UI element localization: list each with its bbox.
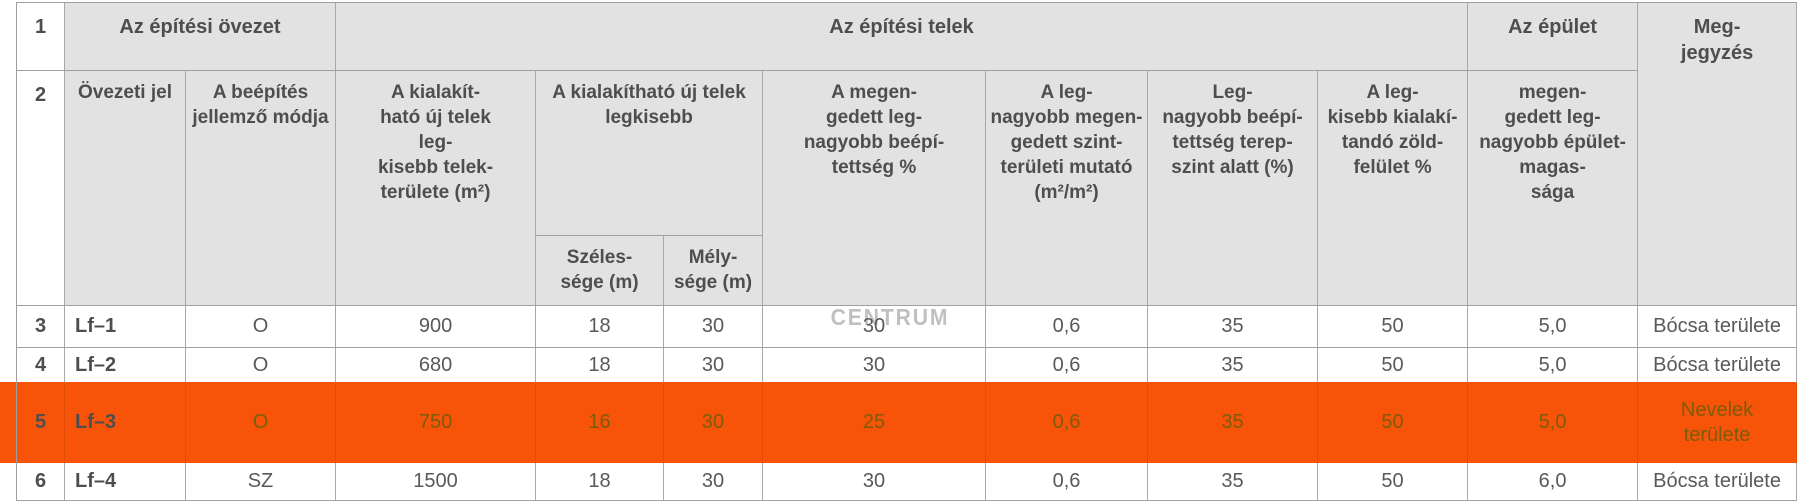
cell-development-mode: SZ bbox=[186, 463, 337, 501]
cell-row-number: 6 bbox=[17, 463, 65, 501]
cell-min-green-surface: 50 bbox=[1318, 348, 1469, 383]
cell-width: 18 bbox=[536, 306, 665, 348]
cell-development-mode: O bbox=[186, 306, 337, 348]
header-row1-number: 1 bbox=[17, 3, 65, 71]
table-row-highlighted: 5 Lf–3 O 750 16 30 25 0,6 35 50 5,0 Neve… bbox=[17, 383, 1798, 463]
cell-depth: 30 bbox=[664, 383, 764, 463]
cell-remark: Nevelek területe bbox=[1638, 383, 1798, 463]
cell-max-building-height: 5,0 bbox=[1468, 306, 1639, 348]
header-group-building: Az épület bbox=[1468, 3, 1639, 71]
header-col-min-plot-area: A kialakít- ható új telek leg- kisebb te… bbox=[336, 71, 537, 306]
cell-min-plot-area: 680 bbox=[336, 348, 537, 383]
cell-remark: Bócsa területe bbox=[1638, 348, 1798, 383]
cell-floor-area-ratio: 0,6 bbox=[986, 383, 1149, 463]
header-col-depth: Mély- sége (m) bbox=[664, 236, 764, 306]
cell-max-coverage: 30 bbox=[763, 306, 987, 348]
cell-underground-coverage: 35 bbox=[1148, 306, 1319, 348]
cell-row-number: 3 bbox=[17, 306, 65, 348]
cell-depth: 30 bbox=[664, 348, 764, 383]
cell-zone-code: Lf–1 bbox=[65, 306, 186, 348]
cell-max-building-height: 6,0 bbox=[1468, 463, 1639, 501]
table-row: 3 Lf–1 O 900 18 30 30 0,6 35 50 5,0 Bócs… bbox=[17, 306, 1798, 348]
cell-zone-code: Lf–3 bbox=[65, 383, 186, 463]
header-row-2b: Széles- sége (m) Mély- sége (m) bbox=[17, 236, 1797, 306]
cell-underground-coverage: 35 bbox=[1148, 463, 1319, 501]
cell-width: 16 bbox=[536, 383, 665, 463]
cell-remark: Bócsa területe bbox=[1638, 306, 1798, 348]
header-col-max-coverage: A megen- gedett leg- nagyobb beépí- tett… bbox=[763, 71, 987, 306]
header-row-2: 2 Övezeti jel A beépítés jellemző módja … bbox=[17, 71, 1797, 306]
cell-min-green-surface: 50 bbox=[1318, 463, 1469, 501]
cell-floor-area-ratio: 0,6 bbox=[986, 306, 1149, 348]
cell-depth: 30 bbox=[664, 306, 764, 348]
table-row: 4 Lf–2 O 680 18 30 30 0,6 35 50 5,0 Bócs… bbox=[17, 348, 1798, 383]
cell-depth: 30 bbox=[664, 463, 764, 501]
header-row2-number: 2 bbox=[17, 71, 65, 306]
header-col-development-mode: A beépítés jellemző módja bbox=[186, 71, 337, 306]
cell-floor-area-ratio: 0,6 bbox=[986, 348, 1149, 383]
cell-underground-coverage: 35 bbox=[1148, 348, 1319, 383]
cell-row-number: 4 bbox=[17, 348, 65, 383]
header-col-floor-area-ratio: A leg- nagyobb megen- gedett szint- terü… bbox=[986, 71, 1149, 306]
header-col-remark: Meg- jegyzés bbox=[1638, 3, 1798, 306]
cell-max-coverage: 30 bbox=[763, 463, 987, 501]
table-row: 6 Lf–4 SZ 1500 18 30 30 0,6 35 50 6,0 Bó… bbox=[17, 463, 1798, 501]
cell-zone-code: Lf–2 bbox=[65, 348, 186, 383]
header-row-1: 1 Az építési övezet Az építési telek Az … bbox=[17, 3, 1798, 306]
cell-width: 18 bbox=[536, 463, 665, 501]
header-group-building-plot: Az építési telek bbox=[336, 3, 1469, 71]
header-col-zone-code: Övezeti jel bbox=[65, 71, 186, 306]
cell-development-mode: O bbox=[186, 348, 337, 383]
cell-max-coverage: 25 bbox=[763, 383, 987, 463]
header-col-underground-coverage: Leg- nagyobb beépí- tettség terep- szint… bbox=[1148, 71, 1319, 306]
header-col-width: Széles- sége (m) bbox=[536, 236, 665, 306]
cell-max-building-height: 5,0 bbox=[1468, 383, 1639, 463]
cell-development-mode: O bbox=[186, 383, 337, 463]
cell-min-plot-area: 1500 bbox=[336, 463, 537, 501]
cell-underground-coverage: 35 bbox=[1148, 383, 1319, 463]
cell-width: 18 bbox=[536, 348, 665, 383]
cell-max-building-height: 5,0 bbox=[1468, 348, 1639, 383]
header-col-new-plot-min: A kialakítható új telek legkisebb bbox=[536, 71, 764, 236]
cell-floor-area-ratio: 0,6 bbox=[986, 463, 1149, 501]
cell-min-green-surface: 50 bbox=[1318, 383, 1469, 463]
cell-min-plot-area: 750 bbox=[336, 383, 537, 463]
cell-min-green-surface: 50 bbox=[1318, 306, 1469, 348]
cell-row-number: 5 bbox=[17, 383, 65, 463]
header-col-max-building-height: megen- gedett leg- nagyobb épület- magas… bbox=[1468, 71, 1639, 306]
cell-zone-code: Lf–4 bbox=[65, 463, 186, 501]
header-group-construction-zone: Az építési övezet bbox=[65, 3, 337, 71]
header-col-min-green-surface: A leg- kisebb kialakí- tandó zöld- felül… bbox=[1318, 71, 1469, 306]
cell-min-plot-area: 900 bbox=[336, 306, 537, 348]
cell-remark: Bócsa területe bbox=[1638, 463, 1798, 501]
cell-max-coverage: 30 bbox=[763, 348, 987, 383]
zoning-regulations-table: 1 Az építési övezet Az építési telek Az … bbox=[16, 2, 1798, 501]
highlight-row-bleed bbox=[0, 382, 17, 463]
